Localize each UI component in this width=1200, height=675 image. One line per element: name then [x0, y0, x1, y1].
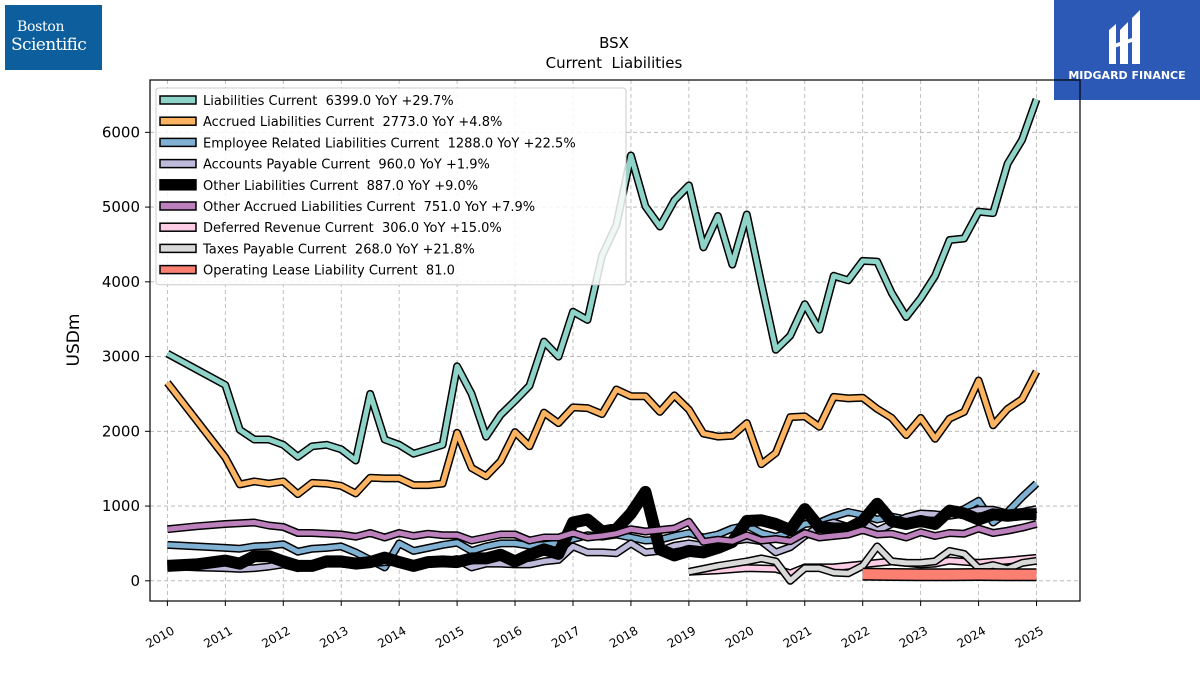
- x-tick-label: 2025: [1013, 623, 1046, 650]
- y-tick-label: 4000: [102, 273, 140, 291]
- legend-entry: Other Liabilities Current 887.0 YoY +9.0…: [203, 179, 478, 194]
- series-line-stroke: [167, 519, 1038, 545]
- x-tick-label: 2021: [781, 623, 814, 650]
- x-tick-label: 2014: [375, 623, 408, 650]
- legend-entry: Employee Related Liabilities Current 128…: [203, 136, 576, 151]
- y-tick-label: 3000: [102, 348, 140, 366]
- logo-left-line1: Boston: [17, 19, 65, 35]
- boston-scientific-logo: Boston Scientific: [5, 5, 102, 70]
- series-line-stroke: [688, 543, 1037, 584]
- series-line-stroke: [167, 487, 1037, 571]
- x-tick-label: 2020: [723, 623, 756, 650]
- legend-swatch: [159, 243, 197, 254]
- legend-entry: Deferred Revenue Current 306.0 YoY +15.0…: [203, 221, 502, 236]
- x-tick-label: 2011: [201, 623, 234, 650]
- series-line: [167, 485, 1037, 572]
- legend-entry: Liabilities Current 6399.0 YoY +29.7%: [203, 94, 454, 109]
- x-tick-label: 2010: [143, 623, 176, 650]
- axis-ticks: 2010 2011 2012 2013 2014 2015 2016 2017 2018 2019…: [102, 123, 1046, 651]
- y-tick-label: 0: [130, 572, 140, 590]
- x-tick-label: 2017: [549, 623, 582, 650]
- legend-swatch: [159, 201, 197, 211]
- x-tick-label: 2019: [665, 623, 698, 650]
- legend-entry: Operating Lease Liability Current 81.0: [203, 264, 455, 279]
- y-tick-label: 6000: [102, 123, 140, 141]
- series-line: [688, 553, 1037, 578]
- x-tick-label: 2016: [491, 623, 524, 650]
- y-tick-label: 2000: [102, 422, 140, 440]
- legend-swatch: [159, 158, 197, 169]
- y-tick-label: 1000: [102, 497, 140, 515]
- legend-swatch: [159, 222, 197, 232]
- series-line-stroke: [862, 569, 1037, 580]
- legend-box: [155, 87, 627, 286]
- x-tick-label: 2023: [897, 623, 930, 650]
- x-tick-label: 2013: [317, 623, 350, 650]
- legend-entry: Accounts Payable Current 960.0 YoY +1.9%: [203, 158, 490, 173]
- x-tick-label: 2024: [955, 623, 988, 650]
- legend: Liabilities Current 6399.0 YoY +29.7% Acc…: [155, 87, 627, 286]
- series-line: [862, 567, 1037, 582]
- midgard-emblem-icon: [1109, 10, 1140, 64]
- legend-swatch: [159, 95, 197, 105]
- series-line-stroke: [688, 555, 1037, 576]
- x-tick-label: 2015: [433, 623, 466, 650]
- legend-entry: Other Accrued Liabilities Current 751.0 …: [203, 200, 535, 215]
- plot-frame: [149, 79, 1081, 602]
- logo-left-line2: Scientific: [11, 35, 87, 55]
- series-line-stroke: [165, 370, 1039, 497]
- legend-entry: Accrued Liabilities Current 2773.0 YoY +…: [203, 115, 502, 130]
- legend-swatch: [159, 264, 197, 275]
- series-line: [164, 369, 1041, 499]
- series-line: [167, 517, 1038, 546]
- x-tick-label: 2018: [607, 623, 640, 650]
- logo-right-name: MIDGARD FINANCE: [1068, 69, 1186, 82]
- x-tick-label: 2022: [839, 623, 872, 650]
- chart-subtitle: Current Liabilities: [546, 54, 683, 72]
- legend-swatch: [159, 137, 197, 148]
- y-tick-label: 5000: [102, 198, 140, 216]
- legend-entry: Taxes Payable Current 268.0 YoY +21.8%: [202, 242, 475, 257]
- legend-swatch: [159, 179, 197, 191]
- series-line: [688, 542, 1038, 585]
- series-lines: [164, 98, 1041, 585]
- midgard-finance-logo: MIDGARD FINANCE: [1054, 0, 1200, 100]
- y-axis-label: USDm: [64, 314, 84, 367]
- legend-swatch: [159, 116, 197, 126]
- x-tick-label: 2012: [259, 623, 292, 650]
- chart-title: BSX: [599, 34, 629, 52]
